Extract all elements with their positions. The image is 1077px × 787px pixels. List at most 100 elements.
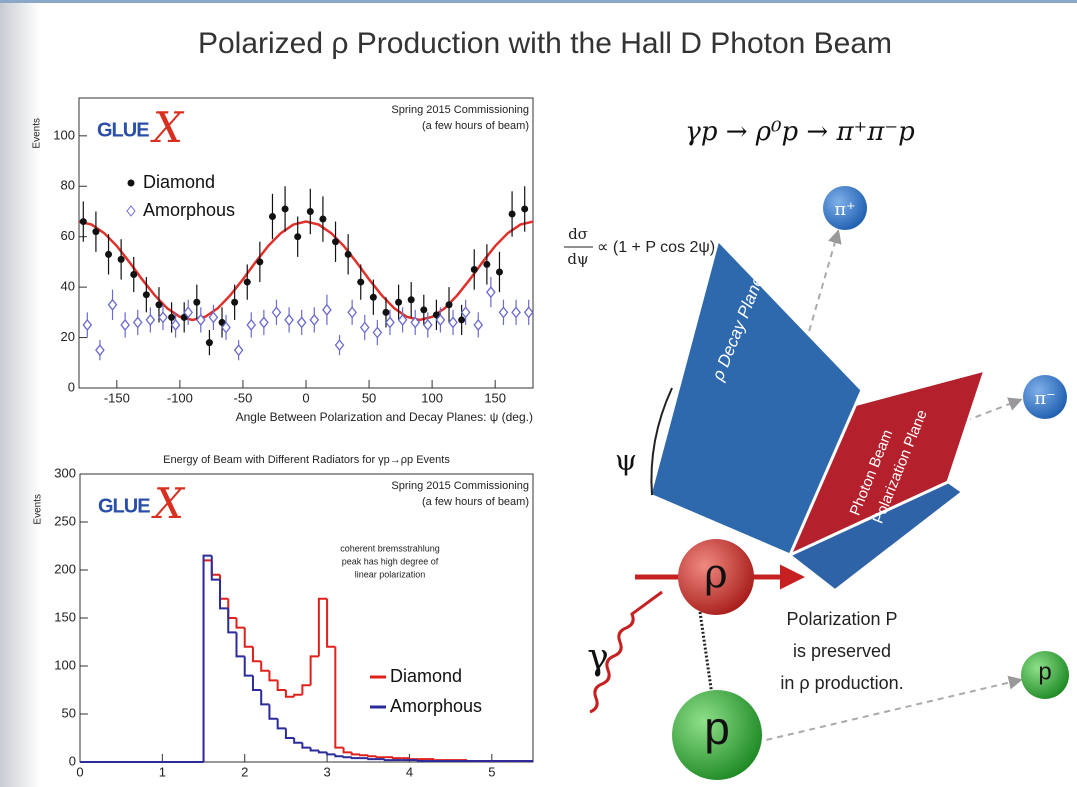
y-tick-label: 200 [54, 561, 76, 576]
plot-frame [79, 98, 533, 388]
y-tick-label: 50 [62, 705, 76, 720]
point [155, 301, 162, 308]
equation: γp → ρ⁰p → π⁺π⁻p [685, 117, 915, 147]
point [395, 299, 402, 306]
y-tick-label: 250 [54, 513, 76, 528]
x-tick-label: 100 [421, 390, 443, 405]
y-axis-label: Events [33, 494, 44, 525]
point [370, 294, 377, 301]
photon-label: γ [587, 637, 609, 678]
point [332, 238, 339, 245]
rate-numerator: dσ [568, 225, 588, 243]
point [80, 218, 87, 225]
point [193, 299, 200, 306]
y-tick-label: 80 [61, 178, 75, 193]
chart-label: Spring 2015 Commissioning [391, 104, 529, 116]
point [282, 205, 289, 212]
y-axis-label: Events [32, 118, 43, 149]
histogram-bin [418, 760, 426, 761]
y-tick-label: 40 [61, 279, 75, 294]
point [483, 261, 490, 268]
point [496, 269, 503, 276]
point [307, 208, 314, 215]
x-tick-label: 50 [362, 390, 376, 405]
histogram-bin [360, 754, 368, 755]
histogram-bin [368, 758, 376, 759]
point [420, 306, 427, 313]
point [509, 211, 516, 218]
point [319, 216, 326, 223]
y-tick-label: 0 [68, 379, 75, 394]
logo-x: X [150, 103, 185, 152]
point [471, 266, 478, 273]
point [168, 314, 175, 321]
point [130, 271, 137, 278]
point [206, 339, 213, 346]
x-axis-label: Angle Between Polarization and Decay Pla… [236, 410, 533, 424]
rate-expression: ∝ (1 + P cos 2ψ) [597, 239, 715, 256]
legend-label: Diamond [143, 172, 215, 192]
point [269, 213, 276, 220]
annotation: coherent bremsstrahlung [340, 543, 440, 553]
particle-label: π⁺ [834, 199, 855, 220]
x-tick-label: 0 [76, 764, 83, 779]
y-tick-label: 300 [54, 465, 76, 480]
logo-text: GLUE [98, 495, 150, 517]
particle-label: π⁻ [1034, 388, 1055, 409]
chart-title: Energy of Beam with Different Radiators … [163, 454, 450, 466]
chart-label: (a few hours of beam) [422, 496, 529, 508]
y-tick-label: 100 [54, 657, 76, 672]
point [256, 258, 263, 265]
x-tick-label: 2 [241, 764, 248, 779]
y-tick-label: 100 [53, 127, 75, 142]
annotation: peak has high degree of [342, 556, 439, 566]
slide-title: Polarized ρ Production with the Hall D P… [198, 27, 892, 60]
x-tick-label: 3 [323, 764, 330, 779]
y-tick-label: 0 [69, 753, 76, 768]
top-rule [0, 0, 1077, 3]
legend-label: Amorphous [143, 200, 235, 220]
chart-label: Spring 2015 Commissioning [391, 480, 529, 492]
slide: Polarized ρ Production with the Hall D P… [0, 0, 1077, 787]
legend-label: Amorphous [390, 696, 482, 716]
x-tick-label: 1 [159, 764, 166, 779]
point [521, 205, 528, 212]
x-tick-label: 150 [484, 390, 506, 405]
particle-label: p [1038, 658, 1051, 685]
point [118, 256, 125, 263]
histogram-bin [385, 759, 393, 760]
y-tick-label: 20 [61, 329, 75, 344]
particle-label: ρ [704, 551, 728, 597]
logo-x: X [151, 479, 186, 528]
histogram-bin [352, 757, 360, 758]
point [446, 301, 453, 308]
point [294, 233, 301, 240]
x-tick-label: 5 [488, 764, 495, 779]
note-line: Polarization P [786, 609, 897, 629]
chart-label: (a few hours of beam) [422, 120, 529, 132]
point [92, 228, 99, 235]
point [458, 316, 465, 323]
histogram-bin [393, 757, 401, 758]
x-tick-label: 4 [406, 764, 413, 779]
x-tick-label: 0 [302, 390, 309, 405]
note-line: in ρ production. [780, 673, 903, 693]
rate-denominator: dψ [567, 250, 588, 268]
point [382, 309, 389, 316]
chart: 050100150200250300012345EventsEnergy of … [33, 454, 533, 780]
point [105, 251, 112, 258]
x-tick-label: -100 [167, 390, 193, 405]
point [231, 299, 238, 306]
annotation: linear polarization [355, 569, 426, 579]
point [244, 279, 251, 286]
point [408, 296, 415, 303]
particle-label: p [704, 702, 730, 754]
point [345, 251, 352, 258]
point [143, 291, 150, 298]
legend-marker [128, 180, 135, 187]
histogram-bin [434, 759, 442, 760]
angle-label: ψ [615, 444, 637, 477]
legend-label: Diamond [390, 666, 462, 686]
histogram-bin [344, 756, 352, 757]
